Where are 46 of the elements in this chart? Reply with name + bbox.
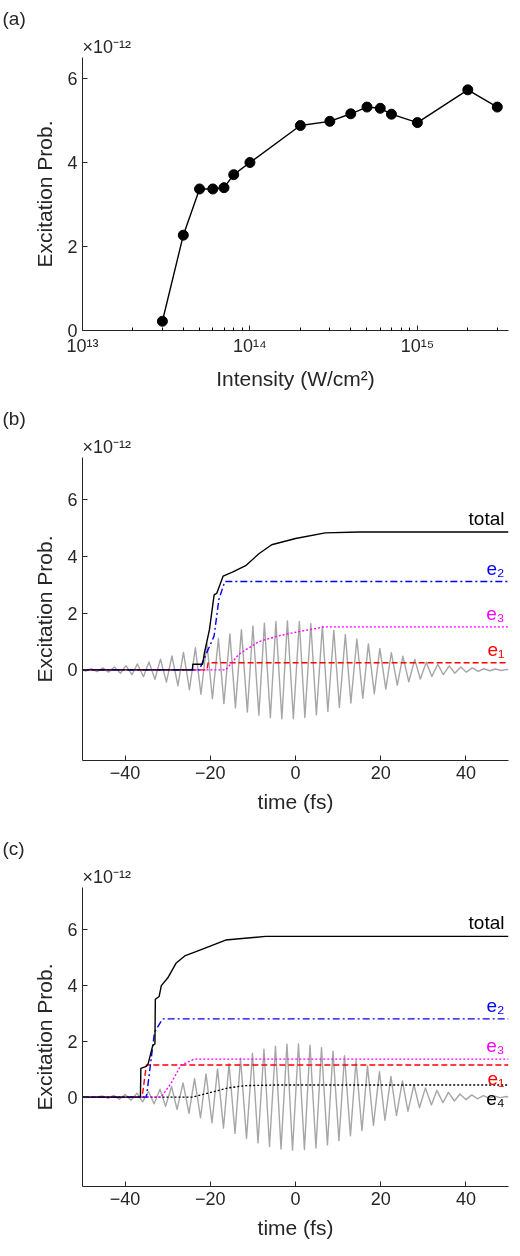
series-label: e₁ [487, 1067, 505, 1089]
series-label: total [468, 912, 505, 934]
x-tick-label: 20 [370, 762, 391, 783]
text: ×10⁻¹² [82, 866, 132, 887]
series-label: e₁ [487, 638, 505, 660]
x-tick-label: −40 [109, 1188, 141, 1209]
y-tick-label: 4 [67, 547, 78, 568]
x-tick-label: 10¹⁴ [233, 335, 267, 356]
y-tick-label: 2 [67, 603, 78, 624]
x-tick-label: 0 [290, 762, 301, 783]
x-tick-label: −20 [195, 762, 226, 783]
series-label: e₃ [486, 602, 505, 624]
x-tick-label: −20 [195, 1188, 226, 1209]
y-tick-label: 4 [67, 153, 78, 173]
line-series [82, 531, 509, 671]
line-series [82, 620, 509, 720]
chart-title: (a) [2, 7, 26, 29]
x-axis-title: time (fs) [257, 1215, 334, 1239]
chart-title: (b) [2, 407, 26, 429]
y-tick-label: 4 [67, 975, 78, 996]
x-tick-label: 40 [455, 1188, 476, 1209]
series-label: e₂ [486, 557, 505, 579]
series-label: e₄ [486, 1088, 505, 1110]
y-tick-label: 0 [67, 660, 78, 681]
x-tick-label: 20 [370, 1188, 391, 1209]
y-tick-label: 6 [67, 69, 78, 89]
y-axis-title: Excitation Prob. [33, 120, 57, 268]
y-tick-label: 2 [67, 237, 78, 257]
x-axis-title: Intensity (W/cm²) [216, 366, 375, 390]
text: ×10⁻¹² [82, 36, 132, 57]
x-tick-label: 0 [290, 1188, 301, 1209]
text: ×10⁻¹² [82, 436, 132, 457]
y-tick-label: 6 [67, 490, 78, 511]
y-tick-label: 0 [67, 1087, 78, 1108]
x-tick-label: −40 [109, 762, 141, 783]
series-label: e₂ [486, 994, 505, 1016]
series-label: total [468, 507, 505, 529]
chart-title: (c) [2, 837, 25, 859]
y-axis-title: Excitation Prob. [33, 963, 57, 1111]
x-tick-label: 10¹⁵ [400, 335, 435, 356]
y-tick-label: 6 [67, 919, 78, 940]
y-axis-title: Excitation Prob. [33, 535, 57, 683]
x-tick-label: 40 [455, 762, 476, 783]
x-axis-title: time (fs) [257, 789, 334, 813]
series-label: e₃ [486, 1035, 505, 1057]
y-tick-label: 2 [67, 1031, 78, 1052]
